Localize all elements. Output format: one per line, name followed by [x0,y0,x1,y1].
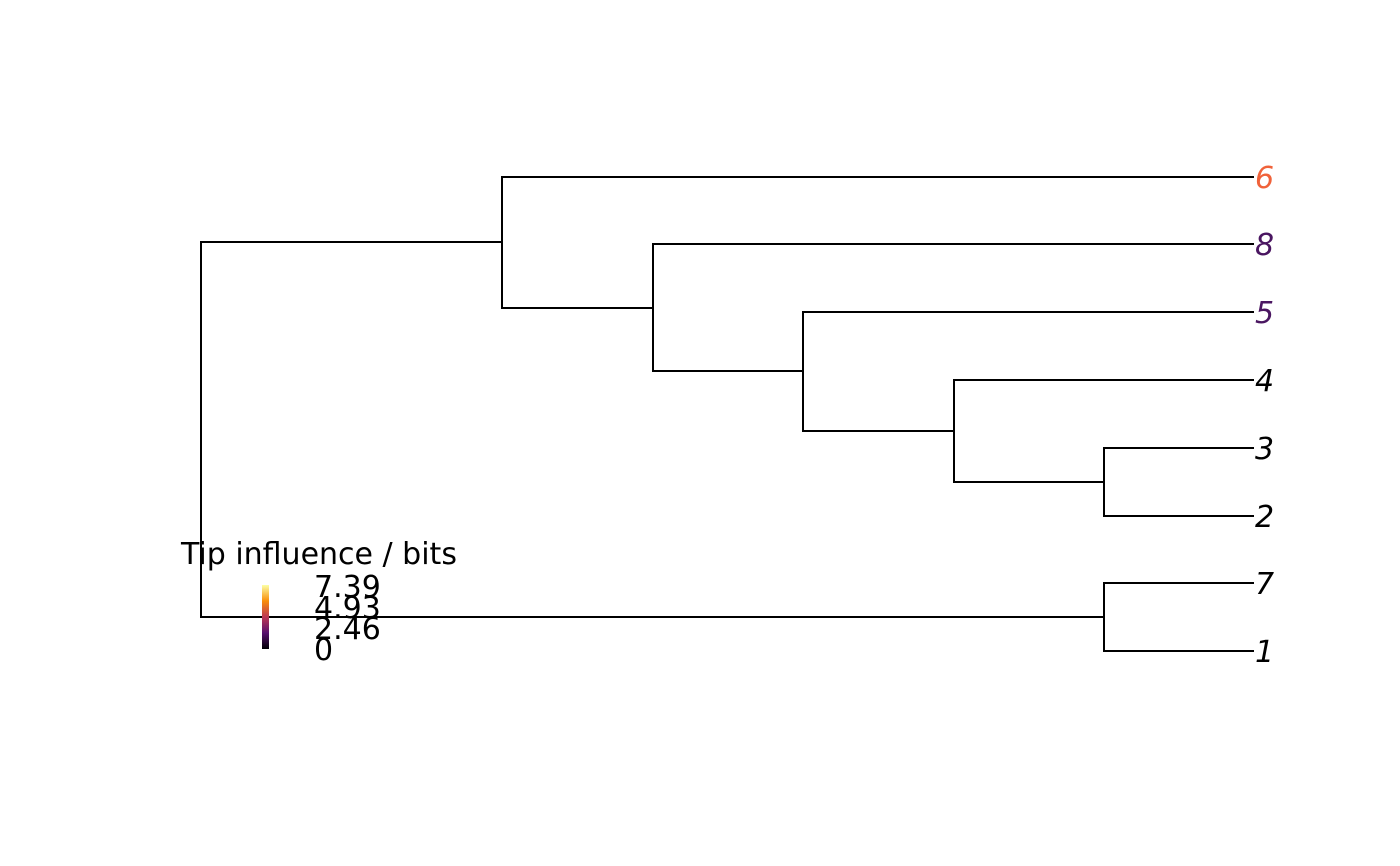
legend-tick-upper: 4.93 [314,591,381,626]
tip-label-4: 4 [1255,364,1274,399]
tip-labels: 6 8 5 4 3 2 7 1 [1255,161,1274,670]
tree-branches [200,176,1254,652]
legend-tick-lower: 2.46 [314,612,381,647]
legend-tick-min: 0 [314,633,333,668]
tip-label-5: 5 [1255,296,1274,331]
tip-label-8: 8 [1255,228,1274,263]
tip-label-1: 1 [1255,635,1274,670]
tip-label-7: 7 [1255,567,1274,602]
tip-label-3: 3 [1255,432,1274,467]
legend-title: Tip influence / bits [180,537,457,572]
tip-label-6: 6 [1255,161,1274,196]
tip-label-2: 2 [1255,500,1274,535]
influence-legend: Tip influence / bits 7.39 4.93 2.46 0 [180,537,457,668]
legend-color-bar [262,585,269,649]
legend-tick-max: 7.39 [314,570,381,605]
